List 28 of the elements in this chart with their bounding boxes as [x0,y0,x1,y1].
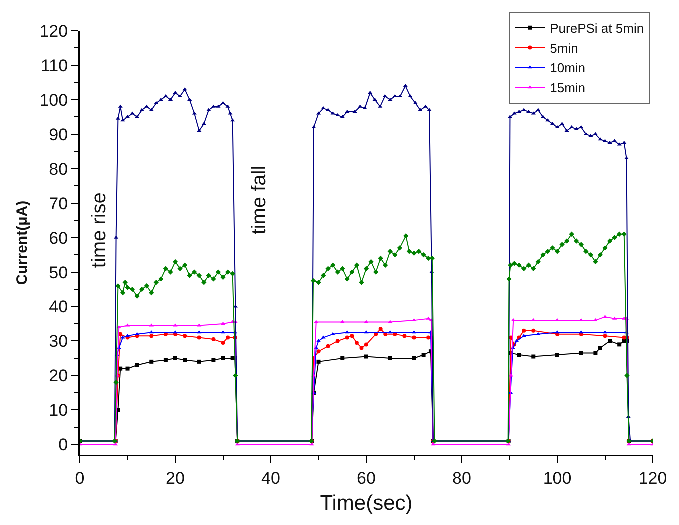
y-tick-label: 0 [58,436,68,455]
y-tick-label: 100 [40,90,68,110]
y-tick-label: 90 [49,125,68,144]
x-tick-label: 120 [638,468,668,488]
y-tick-label: 120 [40,22,68,41]
annotation: time fall [248,166,271,235]
x-tick-label: 100 [543,468,572,488]
y-tick-label: 20 [49,366,68,386]
y-tick-label: 30 [49,332,68,352]
y-tick-label: 50 [49,263,68,282]
legend-label: 15min [550,80,586,96]
legend-label: 5min [550,40,578,56]
y-axis-title: Current(μA) [14,200,32,286]
legend-label: PurePSi at 5min [550,20,644,36]
x-tick-label: 60 [357,468,376,488]
y-tick-label: 10 [49,401,68,420]
x-tick-label: 40 [262,468,280,488]
x-tick-label: 0 [75,468,85,488]
y-tick-label: 80 [49,160,68,179]
y-tick-label: 70 [49,194,68,214]
x-tick-label: 20 [166,468,185,488]
annotation: time rise [88,192,111,268]
legend-label: 10min [550,60,586,76]
y-tick-label: 40 [49,298,68,317]
y-tick-label: 110 [40,56,68,76]
y-tick-label: 60 [49,228,68,248]
x-axis-title: Time(sec) [320,492,413,515]
x-tick-label: 80 [452,468,472,488]
